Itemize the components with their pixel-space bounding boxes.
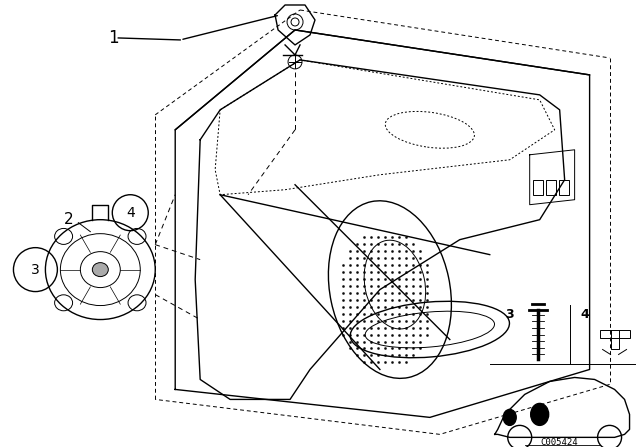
Bar (532, 180, 543, 195)
Text: 3: 3 (506, 308, 514, 321)
Text: 4: 4 (580, 308, 589, 321)
Bar (559, 180, 568, 195)
Text: 4: 4 (126, 206, 134, 220)
Text: 1: 1 (108, 29, 119, 47)
Ellipse shape (92, 263, 108, 276)
Text: C005424: C005424 (541, 438, 579, 447)
Bar (600, 330, 630, 337)
Ellipse shape (503, 409, 516, 426)
Text: 2: 2 (63, 212, 73, 227)
Text: 3: 3 (31, 263, 40, 276)
Bar (546, 180, 556, 195)
Ellipse shape (531, 403, 548, 426)
